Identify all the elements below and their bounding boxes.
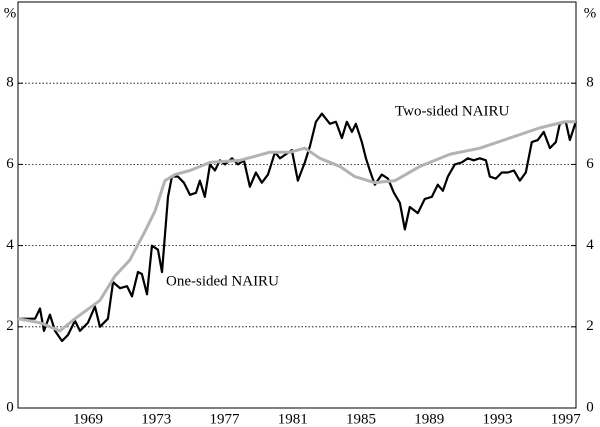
y-unit-left: %: [4, 5, 17, 21]
x-tick-label: 1997: [551, 411, 582, 427]
x-tick-label: 1973: [141, 411, 171, 427]
plot-frame: [17, 1, 577, 409]
annotation: One-sided NAIRU: [166, 273, 279, 289]
annotation: Two-sided NAIRU: [395, 103, 510, 119]
x-tick-label: 1993: [483, 411, 513, 427]
y-tick-label-left: 0: [6, 399, 14, 415]
y-unit-right: %: [584, 5, 597, 21]
series-line: [17, 120, 576, 333]
x-tick-label: 1977: [209, 411, 240, 427]
y-tick-label-left: 2: [6, 318, 14, 334]
y-tick-label-right: 2: [586, 318, 594, 334]
y-tick-label-left: 4: [6, 237, 14, 253]
y-tick-label-right: 8: [586, 75, 594, 91]
y-tick-label-right: 4: [586, 237, 594, 253]
y-tick-label-left: 8: [6, 75, 14, 91]
x-tick-label: 1969: [73, 411, 103, 427]
x-tick-label: 1981: [278, 411, 308, 427]
y-tick-label-right: 6: [586, 156, 594, 172]
y-tick-label-left: 6: [6, 156, 14, 172]
x-tick-label: 1989: [414, 411, 444, 427]
y-tick-label-right: 0: [586, 399, 594, 415]
series-line: [18, 112, 577, 343]
x-tick-label: 1985: [346, 411, 376, 427]
